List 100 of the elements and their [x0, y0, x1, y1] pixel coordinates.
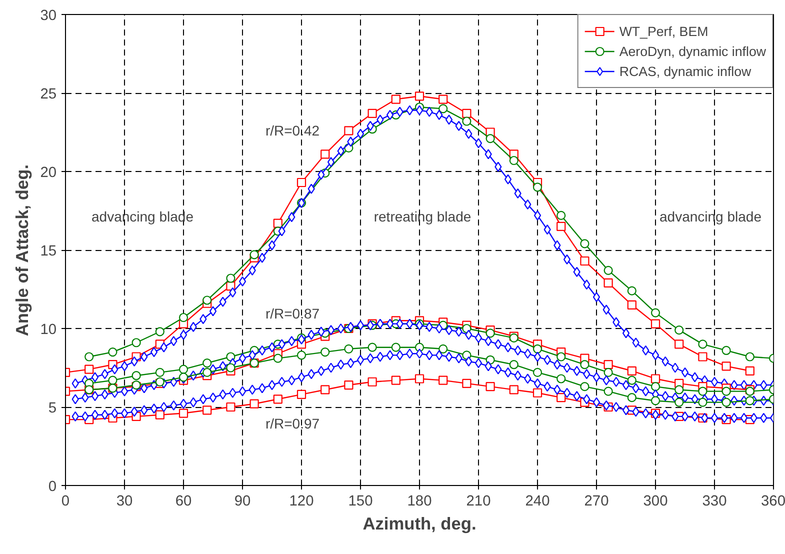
y-tick-label: 30: [40, 8, 57, 24]
point: [674, 398, 684, 407]
point: [556, 352, 566, 362]
point: [368, 342, 377, 352]
point: [509, 385, 518, 394]
point: [556, 210, 566, 220]
annotation: r/R=0.97: [265, 416, 320, 432]
annotation: advancing blade: [92, 208, 194, 224]
x-tick-label: 270: [584, 494, 609, 510]
x-axis-title: Azimuth, deg.: [362, 514, 476, 534]
point: [250, 399, 259, 408]
point: [438, 94, 448, 104]
point: [368, 377, 377, 386]
point: [108, 348, 118, 357]
point: [296, 178, 306, 188]
point: [273, 354, 282, 363]
point: [556, 222, 566, 231]
point: [391, 342, 400, 352]
point: [226, 363, 236, 372]
point: [391, 94, 400, 104]
point: [532, 388, 542, 398]
point: [108, 376, 118, 385]
point: [320, 348, 330, 357]
annotation: retreating blade: [374, 208, 472, 224]
point: [650, 319, 660, 328]
point: [320, 150, 330, 159]
y-tick-label: 25: [40, 86, 57, 102]
point: [745, 366, 754, 376]
point: [580, 360, 590, 370]
x-tick-label: 300: [643, 494, 668, 510]
point: [532, 344, 542, 354]
y-tick-label: 0: [48, 479, 57, 495]
point: [556, 374, 566, 384]
y-tick-label: 10: [40, 322, 57, 338]
point: [627, 366, 636, 376]
point: [532, 182, 542, 192]
x-tick-label: 180: [407, 494, 432, 510]
point: [722, 346, 731, 356]
point: [674, 385, 684, 394]
y-tick-label: 5: [48, 400, 57, 416]
point: [604, 368, 613, 377]
point: [132, 371, 141, 380]
point: [344, 380, 354, 390]
point: [650, 308, 660, 318]
point: [84, 352, 94, 362]
point: [698, 398, 708, 407]
point: [486, 328, 495, 338]
x-tick-label: 90: [234, 494, 251, 510]
point: [438, 344, 448, 354]
point: [698, 386, 708, 396]
point: [84, 364, 94, 374]
point: [650, 374, 660, 384]
point: [296, 350, 306, 360]
point: [650, 382, 660, 392]
point: [486, 134, 495, 144]
x-tick-label: 60: [175, 494, 192, 510]
point: [344, 126, 354, 136]
point: [627, 393, 636, 402]
point: [627, 286, 636, 296]
point: [486, 382, 495, 392]
point: [604, 266, 613, 275]
point: [674, 340, 684, 349]
x-tick-label: 0: [61, 494, 70, 510]
point: [698, 340, 708, 349]
point: [296, 390, 306, 399]
point: [202, 406, 212, 415]
point: [202, 296, 212, 305]
point: [650, 396, 660, 406]
point: [462, 116, 472, 126]
point: [226, 402, 236, 412]
point: [745, 352, 754, 362]
legend-label: RCAS, dynamic inflow: [619, 64, 752, 78]
point: [132, 338, 141, 348]
x-tick-label: 360: [761, 494, 785, 510]
point: [202, 368, 212, 377]
point: [698, 352, 708, 362]
point: [273, 394, 282, 404]
point: [155, 327, 164, 336]
point: [580, 382, 590, 392]
point: [178, 408, 188, 418]
point: [604, 386, 613, 396]
point: [580, 256, 590, 266]
legend-label: AeroDyn, dynamic inflow: [619, 44, 766, 58]
y-axis-title: Angle of Attack, deg.: [12, 164, 32, 336]
x-tick-label: 120: [289, 494, 314, 510]
y-tick-label: 20: [40, 165, 57, 181]
point: [178, 364, 188, 374]
point: [462, 378, 472, 388]
point: [438, 104, 448, 114]
legend-label: WT_Perf, BEM: [619, 24, 708, 38]
point: [320, 385, 330, 394]
point: [414, 374, 424, 384]
x-tick-label: 240: [525, 494, 550, 510]
annotation: advancing blade: [660, 208, 762, 224]
point: [202, 358, 212, 368]
point: [462, 108, 472, 118]
point: [722, 386, 731, 396]
point: [745, 396, 754, 406]
point: [155, 368, 164, 377]
point: [627, 376, 636, 385]
